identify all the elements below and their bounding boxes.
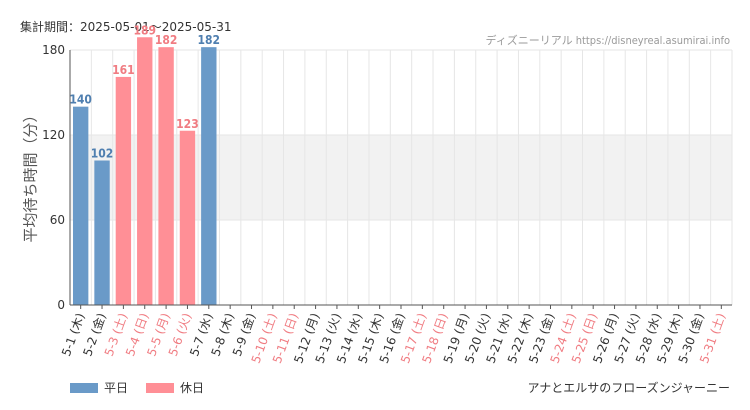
bar bbox=[158, 47, 174, 306]
bar bbox=[137, 37, 153, 305]
bar bbox=[115, 76, 132, 306]
data-label: 102 bbox=[91, 147, 114, 161]
attraction-name: アナとエルサのフローズンジャーニー bbox=[527, 381, 730, 395]
legend: 平日 休日 bbox=[70, 379, 204, 396]
bar bbox=[201, 47, 217, 306]
bar bbox=[179, 130, 196, 305]
source-label: ディズニーリアル https://disneyreal.asumirai.inf… bbox=[485, 34, 730, 47]
legend-holiday-swatch bbox=[146, 382, 175, 393]
legend-holiday-label: 休日 bbox=[180, 381, 205, 395]
y-tick-label: 60 bbox=[50, 213, 65, 227]
y-tick-label: 180 bbox=[42, 43, 65, 57]
legend-weekday-swatch bbox=[70, 382, 98, 393]
data-label: 140 bbox=[69, 93, 92, 107]
data-label: 189 bbox=[133, 23, 156, 37]
legend-holiday[interactable]: 休日 bbox=[146, 379, 204, 396]
bar-layer bbox=[72, 37, 217, 306]
bar bbox=[72, 106, 89, 306]
bar bbox=[94, 160, 110, 305]
legend-weekday[interactable]: 平日 bbox=[70, 379, 128, 396]
data-label: 123 bbox=[176, 117, 199, 131]
y-tick-label: 0 bbox=[57, 298, 65, 312]
legend-weekday-label: 平日 bbox=[104, 381, 129, 395]
data-label: 182 bbox=[155, 33, 178, 47]
period-label: 集計期間：2025-05-01～2025-05-31 bbox=[20, 20, 232, 34]
y-tick-label: 120 bbox=[42, 128, 65, 142]
data-label: 182 bbox=[198, 33, 221, 47]
data-label: 161 bbox=[112, 63, 135, 77]
